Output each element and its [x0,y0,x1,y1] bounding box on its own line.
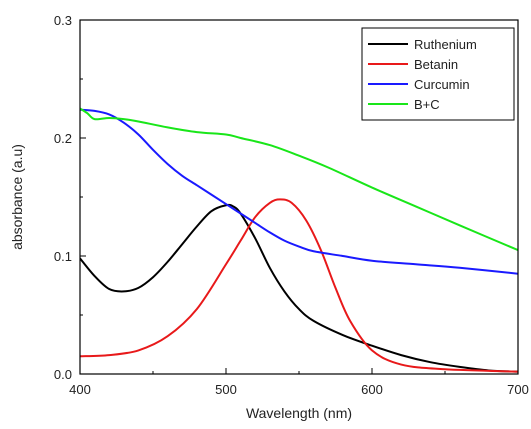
legend-label: B+C [414,97,440,112]
series-line-3 [80,108,518,275]
x-tick-label: 600 [361,382,383,397]
x-axis-title: Wavelength (nm) [246,405,352,421]
y-tick-label: 0.1 [54,249,72,264]
legend-label: Betanin [414,57,458,72]
x-tick-label: 500 [215,382,237,397]
ticks-layer: 400 500 600 700 0.0 0.1 0.2 0.3 [54,13,529,397]
legend: Ruthenium Betanin Curcumin B+C [361,27,515,121]
x-tick-label: 700 [507,382,529,397]
y-tick-label: 0.3 [54,13,72,28]
x-tick-label: 400 [69,382,91,397]
y-tick-label: 0.0 [54,367,72,382]
series-line-2 [80,198,518,373]
y-tick-label: 0.2 [54,131,72,146]
series-layer [80,107,518,373]
y-axis-title: absorbance (a.u) [9,144,25,250]
legend-label: Ruthenium [414,37,477,52]
series-line-4 [80,107,518,252]
series-line-1 [80,203,518,373]
legend-label: Curcumin [414,77,470,92]
